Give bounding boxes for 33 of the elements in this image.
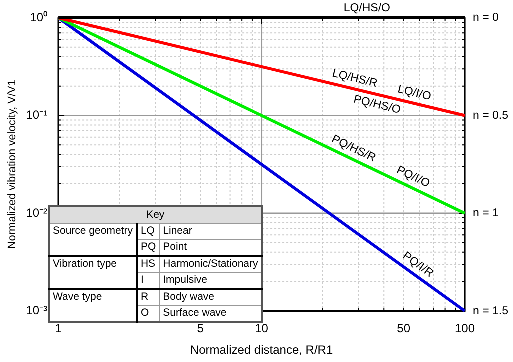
x-tick-label: 50 bbox=[397, 322, 411, 336]
x-tick-label: 5 bbox=[197, 322, 204, 336]
annotation: Point bbox=[160, 240, 262, 256]
annotation: Key bbox=[49, 206, 262, 224]
annotation: LQ/HS/O bbox=[344, 2, 391, 14]
x-tick-label: 100 bbox=[454, 322, 476, 336]
annotation: n = 1.5 bbox=[473, 305, 508, 318]
annotation: Source geometry bbox=[49, 224, 137, 256]
annotation: PQ bbox=[136, 240, 160, 256]
annotation: Wave type bbox=[49, 289, 137, 322]
annotation: LQ bbox=[136, 224, 160, 240]
y-tick-label: 10⁻³ bbox=[26, 304, 48, 318]
x-tick-label: 10 bbox=[255, 322, 269, 336]
annotation: n = 0 bbox=[473, 12, 499, 24]
annotation: Impulsive bbox=[160, 272, 262, 289]
x-axis-title: Normalized distance, R/R1 bbox=[190, 343, 334, 358]
y-tick-label: 10⁻¹ bbox=[26, 108, 48, 122]
y-axis-title: Normalized vibration velocity, V/V1 bbox=[6, 80, 19, 250]
annotation: Body wave bbox=[160, 289, 262, 306]
annotation: O bbox=[136, 306, 160, 322]
y-tick-label: 10⁰ bbox=[30, 10, 48, 24]
annotation: I bbox=[136, 272, 160, 289]
x-tick-label: 1 bbox=[55, 322, 62, 336]
annotation: Harmonic/Stationary bbox=[160, 256, 262, 272]
annotation: HS bbox=[136, 256, 160, 272]
annotation: LQ/HS/R bbox=[331, 68, 379, 90]
annotation: Vibration type bbox=[49, 256, 137, 289]
annotation: Linear bbox=[160, 224, 262, 240]
annotation: R bbox=[136, 289, 160, 306]
annotation: Surface wave bbox=[160, 306, 262, 322]
y-tick-label: 10⁻² bbox=[26, 206, 48, 220]
annotation: n = 1 bbox=[473, 208, 499, 220]
annotation: n = 0.5 bbox=[473, 110, 508, 122]
